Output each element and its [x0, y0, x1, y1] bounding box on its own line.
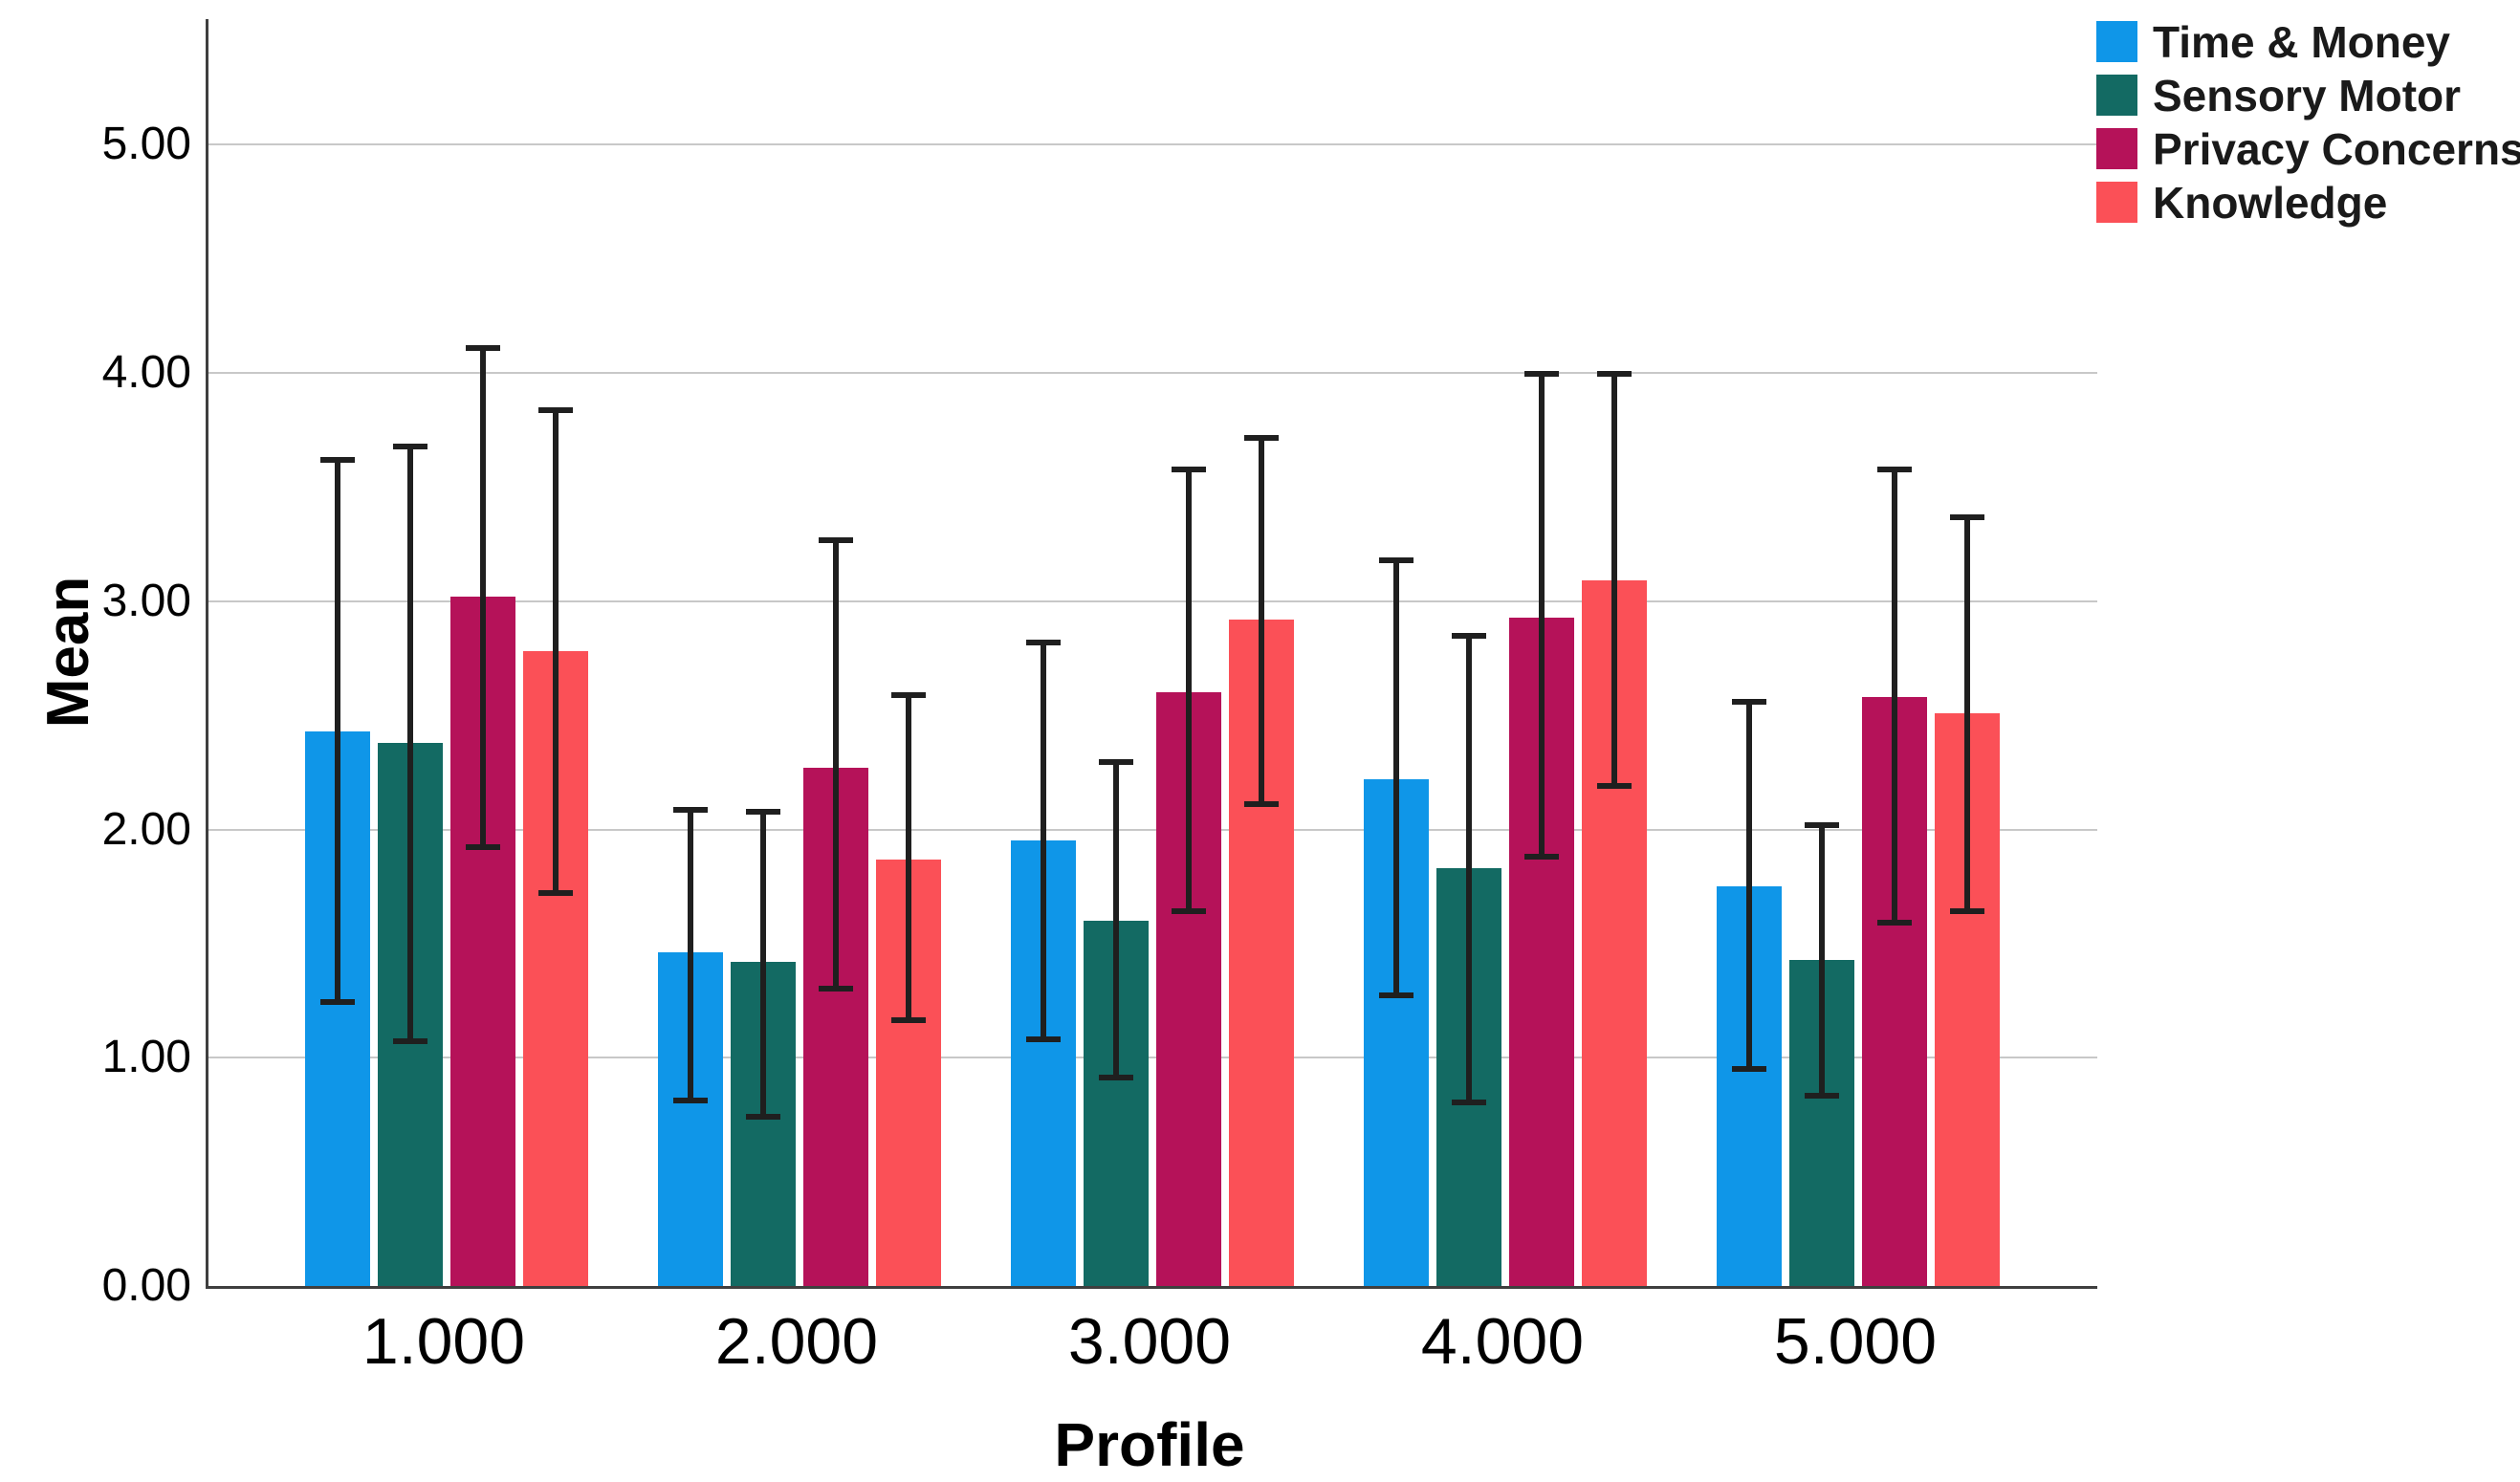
legend-item-sensory-motor: Sensory Motor — [2096, 70, 2520, 120]
legend-label: Privacy Concerns — [2153, 123, 2520, 174]
legend-label: Sensory Motor — [2153, 70, 2462, 120]
x-tick-label: 3.000 — [1067, 1305, 1232, 1378]
error-bar — [746, 809, 780, 1120]
plot-area — [206, 19, 2097, 1289]
legend: Time & Money Sensory Motor Privacy Concern… — [2096, 16, 2520, 228]
error-bar — [466, 345, 500, 851]
bar-group-3.000 — [1011, 19, 1294, 1286]
bar-group-4.000 — [1364, 19, 1647, 1286]
legend-swatch — [2096, 21, 2137, 62]
error-bar — [1379, 557, 1413, 999]
error-bar — [1732, 699, 1766, 1072]
error-bar — [819, 536, 853, 992]
y-tick-label: 5.00 — [101, 119, 191, 170]
error-bar — [393, 444, 427, 1044]
error-bar — [1026, 640, 1061, 1042]
y-tick-label: 3.00 — [101, 575, 191, 626]
bar-group-5.000 — [1717, 19, 2000, 1286]
gridline-4.00 — [208, 372, 2097, 375]
error-bar — [1597, 370, 1632, 789]
error-bar — [1172, 466, 1206, 914]
x-tick-label: 5.000 — [1773, 1305, 1938, 1378]
error-bar — [1452, 633, 1486, 1106]
x-tick-label: 4.000 — [1420, 1305, 1585, 1378]
legend-swatch — [2096, 75, 2137, 116]
error-bar — [538, 406, 573, 896]
y-tick-label: 1.00 — [101, 1032, 191, 1083]
legend-label: Time & Money — [2153, 16, 2450, 67]
legend-swatch — [2096, 182, 2137, 223]
legend-swatch — [2096, 128, 2137, 169]
error-bar — [1244, 434, 1279, 807]
error-bar — [1805, 822, 1839, 1100]
error-bar — [891, 692, 926, 1024]
error-bar — [1950, 514, 1984, 914]
gridline-5.00 — [208, 143, 2097, 146]
x-axis-title: Profile — [1054, 1410, 1245, 1479]
y-tick-label: 4.00 — [101, 347, 191, 399]
bar-group-2.000 — [658, 19, 941, 1286]
y-tick-label: 2.00 — [101, 803, 191, 855]
legend-item-knowledge: Knowledge — [2096, 177, 2520, 228]
error-bar — [1099, 758, 1133, 1081]
bar-group-1.000 — [305, 19, 588, 1286]
y-tick-label: 0.00 — [101, 1260, 191, 1311]
error-bar — [1524, 370, 1559, 860]
error-bar — [673, 806, 708, 1104]
gridline-1.00 — [208, 1057, 2097, 1059]
legend-label: Knowledge — [2153, 177, 2388, 228]
legend-item-privacy-concerns: Privacy Concerns — [2096, 123, 2520, 174]
error-bar — [1877, 466, 1912, 926]
gridline-2.00 — [208, 828, 2097, 831]
legend-item-time-money: Time & Money — [2096, 16, 2520, 67]
x-tick-label: 1.000 — [362, 1305, 526, 1378]
error-bar — [320, 457, 355, 1006]
gridline-3.00 — [208, 599, 2097, 602]
x-tick-label: 2.000 — [714, 1305, 879, 1378]
